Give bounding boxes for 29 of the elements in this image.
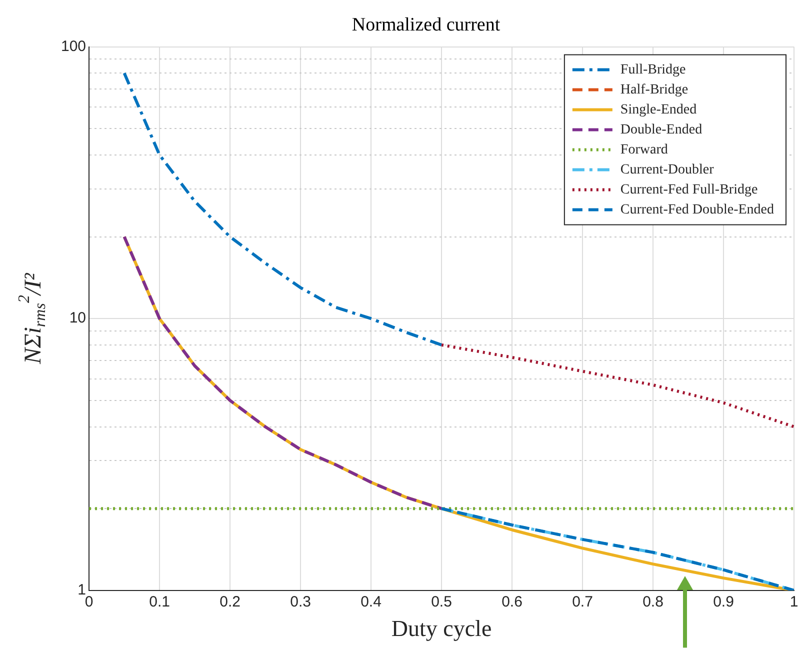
x-tick-label: 0.4 [360, 594, 382, 611]
x-tick-label: 0.3 [290, 594, 311, 611]
legend-label: Double-Ended [620, 122, 702, 138]
legend-label: Full-Bridge [620, 62, 686, 78]
line-series [440, 507, 794, 590]
line-series [122, 235, 444, 510]
x-tick-label: 0.8 [642, 594, 664, 611]
y-axis-title: NΣirms2/I² [16, 272, 50, 365]
x-tick-label: 0 [84, 594, 94, 611]
x-tick-label: 0.9 [713, 594, 734, 611]
x-tick-label: 0.5 [431, 594, 452, 611]
legend-label: Current-Fed Double-Ended [620, 202, 774, 218]
chart-title: Normalized current [352, 14, 501, 36]
y-tick-label: 1 [78, 582, 86, 599]
legend-label: Half-Bridge [620, 82, 688, 98]
x-tick-label: 1 [790, 594, 798, 611]
legend-label: Single-Ended [620, 102, 697, 118]
x-tick-label: 0.6 [502, 594, 522, 611]
y-tick-label: 10 [69, 310, 86, 327]
y-tick-label: 100 [60, 38, 86, 55]
line-series [440, 343, 794, 428]
legend-label: Current-Doubler [620, 162, 714, 178]
x-tick-label: 0.7 [572, 594, 593, 611]
x-axis-title: Duty cycle [391, 616, 492, 642]
legend-label: Forward [620, 142, 668, 158]
legend-label: Current-Fed Full-Bridge [620, 182, 758, 198]
x-tick-label: 0.1 [149, 594, 170, 611]
line-series [122, 72, 444, 346]
x-tick-label: 0.2 [220, 594, 240, 611]
